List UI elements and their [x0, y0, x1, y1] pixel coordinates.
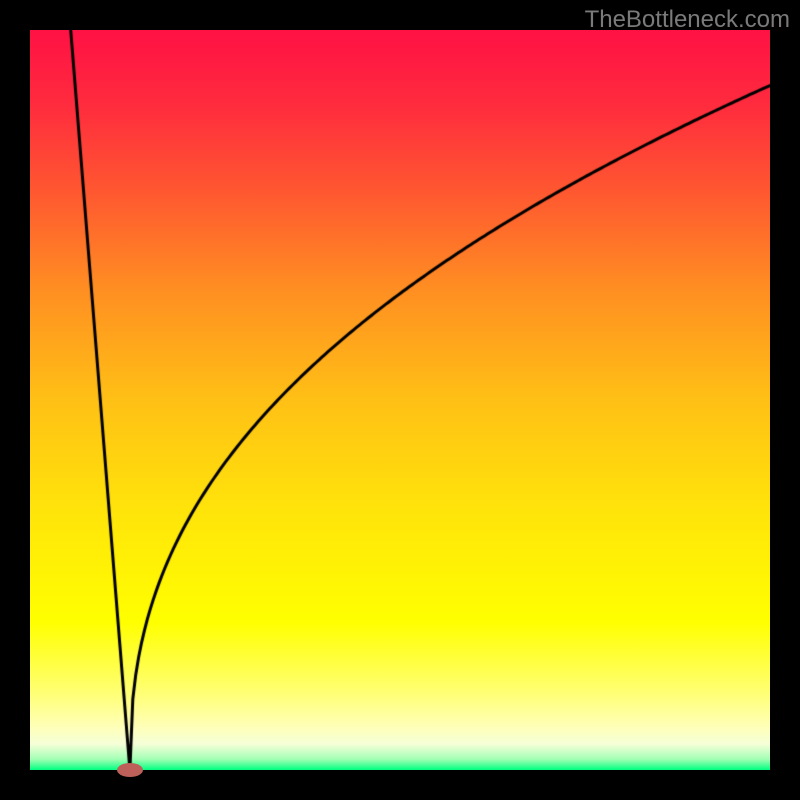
bottleneck-curve-canvas: [30, 30, 770, 770]
bottleneck-minimum-marker: [117, 763, 143, 777]
plot-area: [30, 30, 770, 770]
watermark-text: TheBottleneck.com: [585, 6, 790, 34]
chart-container: TheBottleneck.com: [0, 0, 800, 800]
